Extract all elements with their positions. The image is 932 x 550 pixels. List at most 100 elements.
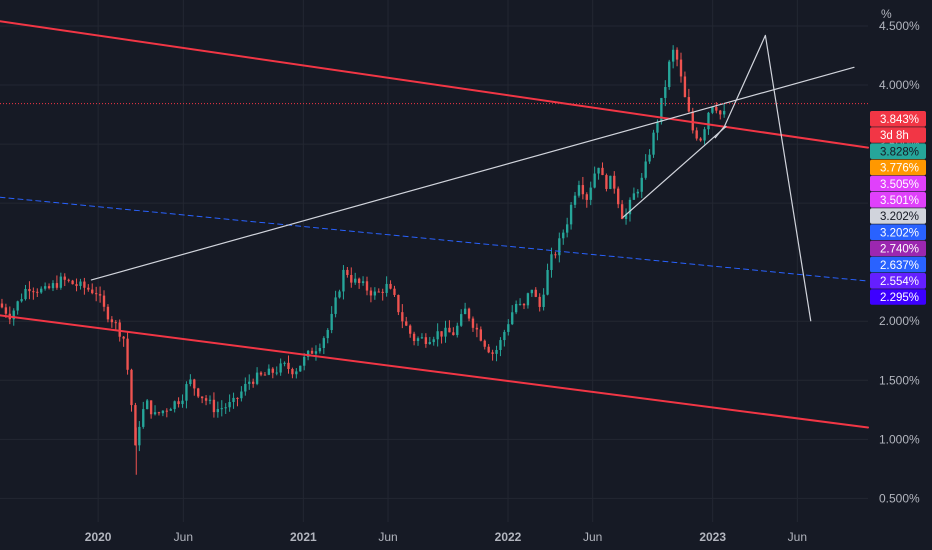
candle-body	[83, 281, 86, 288]
price-badge-label: 3.202%	[880, 211, 919, 223]
candle-body	[91, 289, 94, 294]
candle-body	[110, 319, 114, 323]
time-axis: 2020 Jun 2021 Jun 2022 Jun 2023 Jun	[85, 530, 807, 544]
candle-body	[613, 175, 616, 189]
candle-body	[601, 167, 604, 176]
candle-body	[169, 409, 172, 411]
candle-body	[609, 175, 612, 189]
y-tick-label: 0.500%	[879, 491, 920, 505]
candle-body	[695, 130, 698, 139]
candle-body	[554, 254, 557, 256]
x-tick-label: 2021	[290, 530, 317, 544]
candle-body	[197, 388, 200, 397]
candle-body	[408, 325, 412, 334]
price-badge	[870, 192, 926, 208]
candle-body	[471, 318, 475, 328]
candle-body	[569, 204, 573, 225]
candle-body	[715, 106, 718, 111]
candle-body	[412, 333, 416, 341]
candle-body	[432, 339, 435, 343]
price-badge-label: 3.828%	[880, 146, 919, 158]
candle-body	[36, 291, 39, 293]
price-axis: 4.500%4.000%3.500%3.000%2.000%1.500%1.00…	[879, 19, 920, 505]
candle-body	[648, 154, 651, 162]
candle-body	[142, 409, 145, 427]
candle-body	[208, 399, 212, 401]
candle-body	[632, 193, 636, 200]
candle-body	[475, 327, 479, 330]
candle-body	[279, 363, 282, 373]
candle-body	[32, 291, 35, 293]
candle-body	[354, 278, 357, 283]
candle-body	[283, 362, 286, 364]
candle-body	[675, 49, 679, 60]
candle-body	[577, 185, 581, 196]
candle-body	[436, 331, 439, 340]
candle-body	[212, 399, 216, 413]
candle-body	[483, 340, 486, 347]
candle-body	[338, 291, 341, 298]
candle-body	[503, 331, 506, 341]
candle-body	[126, 338, 129, 370]
price-badge-label: 3d 8h	[880, 130, 909, 142]
price-badge	[870, 240, 926, 257]
candle-body	[204, 398, 208, 401]
candle-body	[534, 289, 537, 297]
y-tick-label: 4.000%	[879, 78, 920, 92]
candle-body	[691, 111, 694, 131]
candle-body	[664, 87, 667, 98]
candle-body	[452, 332, 455, 336]
price-badge-label: 2.637%	[880, 260, 919, 272]
candle-body	[255, 372, 259, 384]
candle-body	[420, 337, 424, 339]
candle-body	[138, 426, 141, 446]
candle-body	[652, 132, 655, 155]
candle-body	[28, 288, 31, 292]
candle-body	[467, 308, 471, 319]
candle-body	[251, 381, 255, 384]
candle-body	[193, 379, 196, 389]
candle-body	[550, 254, 553, 270]
candle-body	[102, 295, 106, 307]
candle-body	[369, 290, 373, 296]
candle-body	[98, 294, 102, 296]
candle-body	[310, 350, 314, 354]
candle-body	[495, 349, 498, 354]
candle-body	[542, 294, 545, 307]
x-tick-label: Jun	[583, 530, 602, 544]
candle-body	[373, 291, 377, 296]
candle-body	[224, 407, 227, 409]
candle-body	[153, 412, 157, 415]
x-tick-label: 2023	[699, 530, 726, 544]
candle-body	[346, 269, 349, 276]
y-tick-label: 2.000%	[879, 314, 920, 328]
candle-body	[106, 306, 110, 320]
candle-body	[628, 199, 632, 215]
candle-body	[318, 347, 322, 352]
candle-body	[200, 396, 204, 399]
candle-body	[401, 312, 404, 322]
candle-body	[181, 400, 184, 405]
y-tick-label: 1.000%	[879, 432, 920, 446]
candle-body	[507, 324, 510, 332]
candle-body	[620, 204, 624, 219]
candle-body	[644, 161, 647, 178]
candle-body	[185, 384, 188, 401]
candle-body	[146, 400, 149, 410]
price-badge	[870, 289, 926, 305]
candle-body	[248, 381, 251, 384]
candle-body	[456, 325, 459, 336]
candle-body	[463, 308, 467, 315]
long-trendline	[90, 66, 855, 281]
candle-body	[326, 330, 329, 339]
y-tick-label: 1.500%	[879, 373, 920, 387]
price-badge	[870, 143, 926, 159]
candle-body	[668, 61, 671, 88]
price-labels: 3.843% 3d 8h 3.828% 3.776% 3.505% 3.501% 3.202…	[870, 111, 926, 305]
candle-body	[671, 49, 675, 62]
candle-body	[683, 76, 687, 98]
candle-body	[487, 346, 490, 353]
grid	[0, 0, 868, 522]
